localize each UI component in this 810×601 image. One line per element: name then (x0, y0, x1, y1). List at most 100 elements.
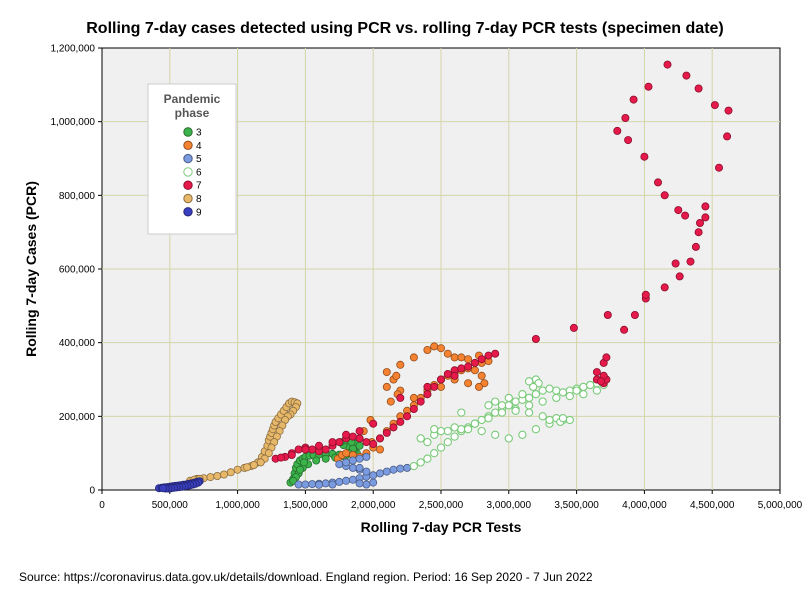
point-phase-3 (299, 458, 308, 467)
point-phase-5 (348, 463, 357, 472)
point-phase-7 (620, 325, 629, 334)
point-phase-7 (671, 259, 680, 268)
point-phase-7 (710, 101, 719, 110)
series-phase-7 (271, 60, 733, 463)
point-phase-7 (724, 106, 733, 115)
point-phase-7 (484, 351, 493, 360)
chart-title: Rolling 7-day cases detected using PCR v… (86, 20, 724, 37)
point-phase-6 (436, 426, 446, 436)
point-phase-8 (256, 458, 265, 467)
data-points (154, 60, 733, 493)
point-phase-6 (470, 419, 480, 428)
point-phase-4 (474, 382, 483, 391)
point-phase-5 (355, 463, 364, 472)
point-phase-6 (552, 386, 561, 395)
point-phase-7 (569, 323, 578, 332)
point-phase-7 (531, 334, 540, 343)
point-phase-7 (682, 71, 691, 80)
y-tick-label: 800,000 (59, 191, 96, 202)
point-phase-3 (355, 441, 364, 450)
legend-label-phase-8: 8 (196, 194, 202, 205)
point-phase-6 (531, 425, 541, 434)
point-phase-6 (463, 425, 473, 434)
point-phase-6 (423, 437, 432, 447)
point-phase-7 (328, 438, 337, 447)
point-phase-7 (321, 445, 330, 454)
point-phase-6 (524, 401, 534, 410)
point-phase-6 (579, 390, 588, 399)
point-phase-7 (416, 397, 425, 406)
point-phase-4 (382, 382, 391, 391)
point-phase-7 (423, 390, 432, 399)
point-phase-7 (675, 272, 684, 281)
point-phase-5 (342, 476, 351, 485)
point-phase-7 (470, 358, 479, 367)
point-phase-5 (369, 478, 378, 487)
legend-label-phase-9: 9 (196, 207, 202, 218)
point-phase-7 (396, 417, 405, 426)
x-tick-label: 4,500,000 (690, 500, 735, 511)
point-phase-4 (423, 345, 432, 354)
point-phase-9 (158, 484, 167, 493)
point-phase-7 (723, 132, 732, 141)
point-phase-7 (701, 213, 710, 222)
point-phase-7 (640, 152, 649, 161)
point-phase-7 (457, 364, 466, 373)
point-phase-7 (696, 218, 705, 227)
legend-label-phase-5: 5 (196, 154, 202, 165)
point-phase-6 (518, 390, 527, 399)
point-phase-6 (491, 397, 500, 406)
point-phase-6 (443, 437, 452, 447)
point-phase-8 (226, 468, 235, 477)
point-phase-3 (312, 456, 321, 465)
point-phase-6 (484, 414, 493, 423)
legend-label-phase-3: 3 (196, 128, 202, 139)
series-phase-8 (186, 397, 302, 485)
point-phase-5 (335, 460, 344, 469)
point-phase-4 (477, 371, 486, 380)
point-phase-5 (403, 463, 412, 472)
point-phase-6 (524, 408, 534, 417)
point-phase-7 (375, 434, 384, 443)
point-phase-4 (375, 445, 384, 454)
point-phase-7 (644, 82, 653, 91)
point-phase-5 (362, 452, 371, 461)
point-phase-7 (287, 450, 296, 459)
point-phase-4 (342, 449, 351, 458)
y-tick-label: 1,200,000 (51, 44, 96, 55)
point-phase-5 (348, 475, 357, 484)
point-phase-7 (660, 283, 669, 292)
point-phase-7 (355, 434, 364, 443)
y-axis-title: Rolling 7-day Cases (PCR) (23, 181, 39, 357)
point-phase-5 (328, 480, 337, 489)
point-phase-7 (660, 191, 669, 200)
point-phase-8 (264, 449, 273, 458)
legend-title-line2: phase (175, 106, 210, 120)
point-phase-5 (396, 464, 405, 473)
point-phase-6 (504, 434, 513, 443)
point-phase-7 (694, 228, 703, 237)
point-phase-5 (294, 480, 303, 489)
point-phase-4 (392, 371, 401, 380)
point-phase-6 (511, 397, 520, 406)
point-phase-6 (538, 386, 547, 395)
x-tick-label: 4,000,000 (622, 500, 667, 511)
x-tick-label: 3,000,000 (487, 500, 532, 511)
point-phase-5 (382, 467, 391, 476)
point-phase-4 (396, 360, 405, 369)
point-phase-6 (586, 380, 595, 390)
legend-marker-phase-8 (183, 193, 193, 204)
point-phase-7 (681, 211, 690, 220)
source-note: Source: https://coronavirus.data.gov.uk/… (19, 570, 593, 584)
point-phase-4 (386, 397, 395, 406)
point-phase-7 (348, 432, 357, 441)
point-phase-7 (691, 242, 700, 251)
point-phase-6 (538, 397, 547, 406)
point-phase-6 (504, 401, 513, 410)
point-phase-6 (558, 414, 568, 423)
point-phase-7 (423, 382, 432, 391)
point-phase-5 (389, 465, 398, 474)
point-phase-4 (450, 353, 459, 362)
legend-marker-phase-3 (183, 127, 193, 137)
